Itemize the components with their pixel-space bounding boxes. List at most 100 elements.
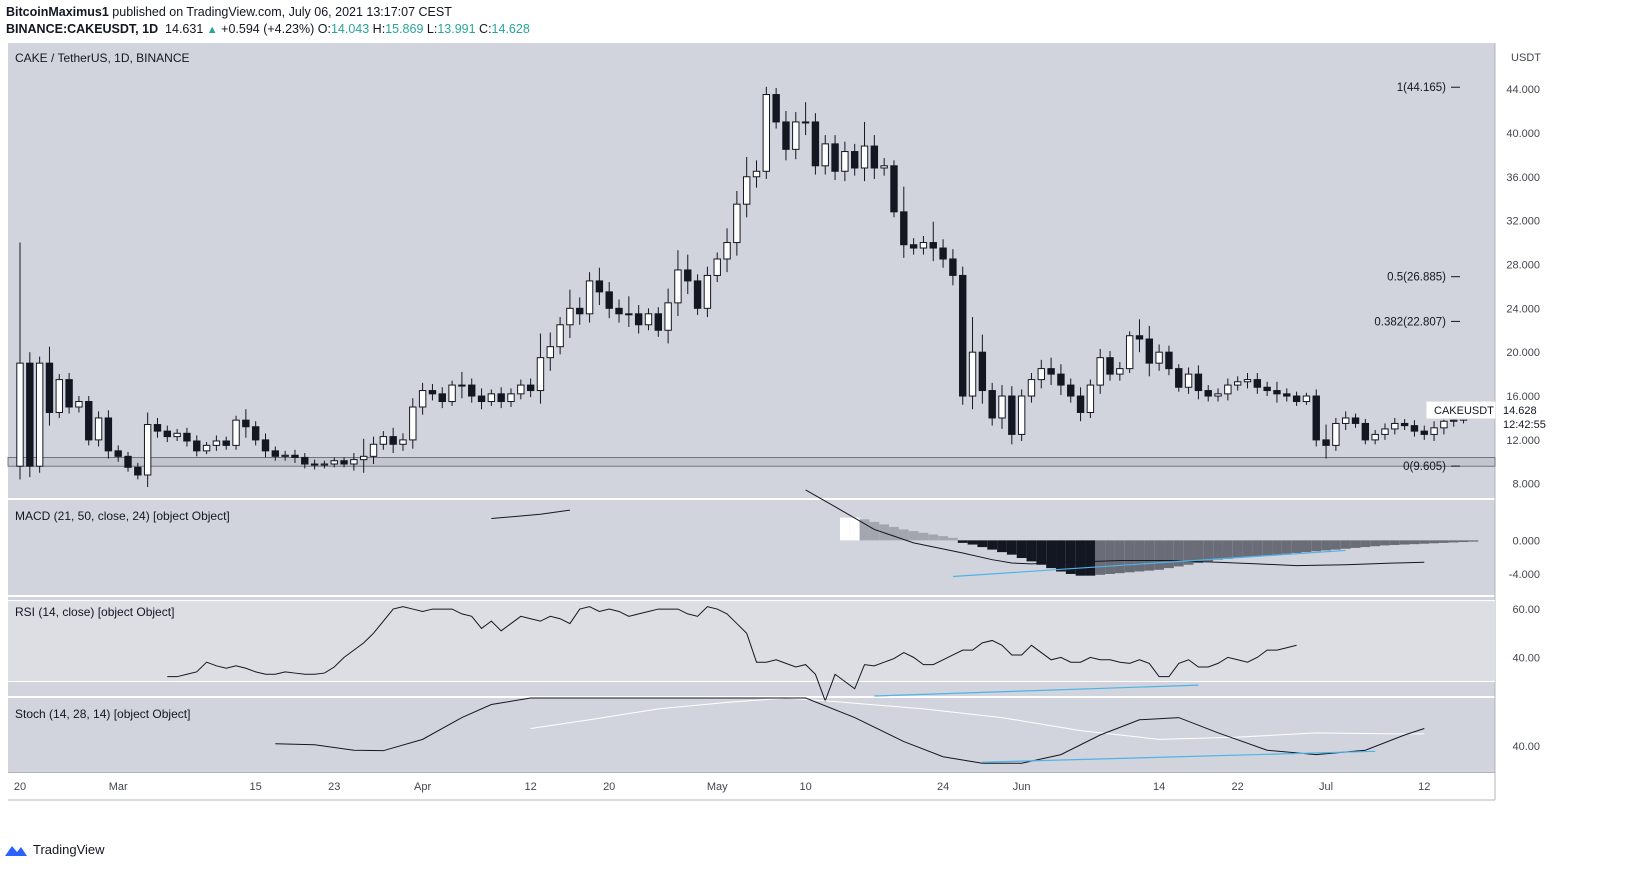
candle: [919, 242, 928, 249]
macd-histogram-bar: [957, 540, 968, 543]
price-tick-label: 28.000: [1506, 259, 1540, 271]
macd-histogram-bar: [1105, 540, 1115, 574]
tradingview-footer[interactable]: TradingView: [4, 842, 105, 857]
candle: [1194, 373, 1203, 392]
candle: [841, 151, 849, 172]
candle: [900, 211, 908, 246]
candle: [585, 280, 594, 315]
price-tick-label: 20.000: [1506, 347, 1540, 359]
candle: [1204, 390, 1212, 397]
time-tick-label: 14: [1153, 781, 1165, 793]
candle: [124, 455, 132, 468]
macd-histogram-bar: [1046, 540, 1056, 569]
candle: [1106, 357, 1114, 375]
candle: [811, 121, 820, 167]
candle: [792, 121, 800, 150]
time-tick-label: 20: [603, 781, 615, 793]
macd-histogram-bar: [938, 536, 948, 541]
candle: [1410, 425, 1419, 432]
up-triangle-icon: ▲: [206, 24, 218, 36]
rsi-tick-label: 60.00: [1512, 604, 1540, 616]
close-value: 14.628: [491, 22, 530, 36]
candle: [487, 393, 496, 403]
symbol-tag-text: CAKEUSDT: [1434, 405, 1494, 417]
macd-histogram-bar: [1419, 540, 1430, 544]
macd-histogram-bar: [889, 526, 899, 541]
candle: [45, 362, 54, 413]
macd-histogram-bar: [1006, 540, 1017, 555]
macd-histogram-bar: [967, 540, 978, 545]
macd-tick-label: 0.000: [1512, 535, 1540, 547]
last-price: 14.631: [165, 22, 204, 36]
macd-histogram-bar: [1183, 540, 1194, 565]
candle: [1283, 393, 1291, 397]
candle: [1322, 439, 1330, 446]
candle: [821, 143, 829, 167]
macd-histogram-bar: [908, 531, 919, 541]
candle: [291, 454, 299, 458]
macd-histogram-bar: [1164, 540, 1174, 569]
high-value: 15.869: [385, 22, 424, 36]
candle: [1184, 373, 1193, 388]
candle: [723, 242, 731, 260]
candle: [94, 417, 103, 441]
price-tag: [1496, 401, 1554, 436]
time-tick-label: 24: [937, 781, 949, 793]
rsi-tick-label: 40.00: [1512, 652, 1540, 664]
candle: [212, 440, 221, 446]
macd-histogram-bar: [1036, 540, 1047, 565]
support-zone: [7, 457, 1496, 467]
candle: [271, 450, 280, 457]
candle: [664, 302, 672, 331]
candle: [65, 379, 73, 408]
macd-histogram-bar: [1026, 540, 1037, 562]
footer-brand: TradingView: [33, 842, 105, 857]
candle: [968, 351, 977, 397]
macd-histogram-bar: [1213, 540, 1223, 560]
time-tick-label: 20: [14, 781, 26, 793]
macd-histogram-bar: [839, 517, 850, 541]
candle: [1175, 368, 1183, 388]
publish-info: published on TradingView.com, July 06, 2…: [112, 5, 452, 19]
candle: [35, 362, 44, 467]
stoch-tick-label: 40.00: [1512, 741, 1540, 753]
author-name[interactable]: BitcoinMaximus1: [6, 5, 109, 19]
macd-histogram-bar: [1203, 540, 1214, 562]
candle: [330, 460, 338, 465]
candle: [1165, 351, 1173, 370]
candle: [350, 459, 358, 465]
candle: [1076, 395, 1085, 413]
candle: [1037, 368, 1045, 381]
price-tick-label: 16.000: [1506, 391, 1540, 403]
candle: [1440, 420, 1448, 429]
time-tick-label: 15: [250, 781, 262, 793]
candle: [772, 94, 780, 123]
time-tick-label: 23: [328, 781, 340, 793]
candle: [16, 362, 24, 467]
macd-histogram-bar: [948, 537, 958, 541]
countdown-label: 12:42:55: [1503, 419, 1546, 431]
price-tick-label: 44.000: [1506, 84, 1540, 96]
candle: [1342, 417, 1350, 424]
macd-histogram-bar: [1252, 540, 1263, 557]
candle: [418, 390, 427, 408]
candle: [183, 432, 191, 442]
macd-histogram-bar: [1016, 540, 1027, 559]
macd-histogram-bar: [987, 540, 998, 550]
macd-histogram-bar: [1222, 540, 1233, 559]
macd-histogram-bar: [1448, 540, 1459, 543]
candle: [1047, 368, 1055, 375]
candle: [428, 390, 437, 395]
tradingview-logo-icon: [5, 845, 27, 856]
candle: [949, 258, 957, 276]
macd-histogram-bar: [1075, 540, 1086, 576]
candle: [310, 463, 319, 466]
candle: [517, 384, 525, 395]
time-tick-label: 12: [1418, 781, 1430, 793]
candle: [1361, 422, 1370, 441]
candle: [1351, 417, 1360, 424]
candle: [232, 419, 240, 446]
chart-header: BitcoinMaximus1 published on TradingView…: [6, 4, 530, 39]
